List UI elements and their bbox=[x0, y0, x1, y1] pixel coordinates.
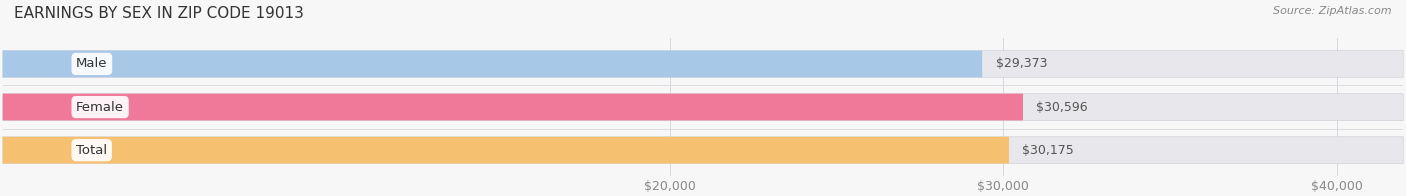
FancyBboxPatch shape bbox=[3, 137, 1403, 163]
FancyBboxPatch shape bbox=[3, 94, 1024, 120]
Text: Total: Total bbox=[76, 144, 107, 157]
Text: $30,596: $30,596 bbox=[1036, 101, 1088, 113]
FancyBboxPatch shape bbox=[3, 51, 1403, 77]
Text: Male: Male bbox=[76, 57, 108, 70]
Text: Source: ZipAtlas.com: Source: ZipAtlas.com bbox=[1274, 6, 1392, 16]
FancyBboxPatch shape bbox=[3, 94, 1403, 120]
Text: $30,175: $30,175 bbox=[1022, 144, 1074, 157]
FancyBboxPatch shape bbox=[3, 51, 983, 77]
Text: Female: Female bbox=[76, 101, 124, 113]
Text: EARNINGS BY SEX IN ZIP CODE 19013: EARNINGS BY SEX IN ZIP CODE 19013 bbox=[14, 6, 304, 21]
Text: $29,373: $29,373 bbox=[995, 57, 1047, 70]
FancyBboxPatch shape bbox=[3, 137, 1010, 163]
